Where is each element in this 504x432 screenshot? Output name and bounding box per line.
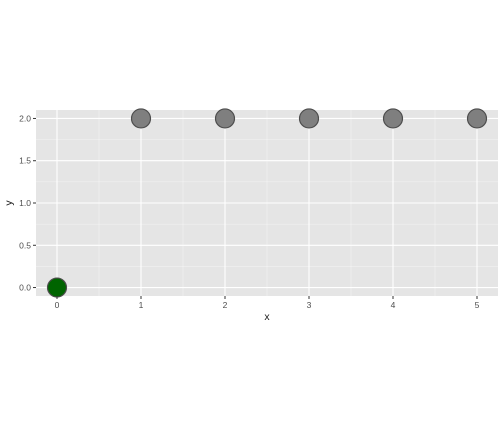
major-gridlines [36, 110, 498, 296]
x-tick-label: 0 [55, 300, 60, 310]
data-point-0 [46, 277, 68, 298]
data-point-5 [466, 108, 488, 129]
x-tick-label: 4 [391, 300, 396, 310]
x-axis: 0 1 2 3 4 5 [55, 296, 480, 310]
y-axis: 0.0 0.5 1.0 1.5 2.0 [19, 113, 36, 293]
y-tick-label: 1.0 [19, 198, 31, 208]
data-point-1 [130, 108, 152, 129]
x-tick-label: 1 [139, 300, 144, 310]
x-tick-label: 5 [475, 300, 480, 310]
data-point-4 [382, 108, 404, 129]
y-tick-label: 0.0 [19, 283, 31, 293]
y-tick-label: 0.5 [19, 240, 31, 250]
x-tick-label: 2 [223, 300, 228, 310]
x-tick-label: 3 [307, 300, 312, 310]
data-point-3 [298, 108, 320, 129]
data-point-2 [214, 108, 236, 129]
y-axis-title: y [3, 200, 15, 206]
data-points [46, 108, 488, 298]
y-tick-label: 1.5 [19, 156, 31, 166]
y-tick-label: 2.0 [19, 113, 31, 123]
x-axis-title: x [264, 311, 270, 323]
